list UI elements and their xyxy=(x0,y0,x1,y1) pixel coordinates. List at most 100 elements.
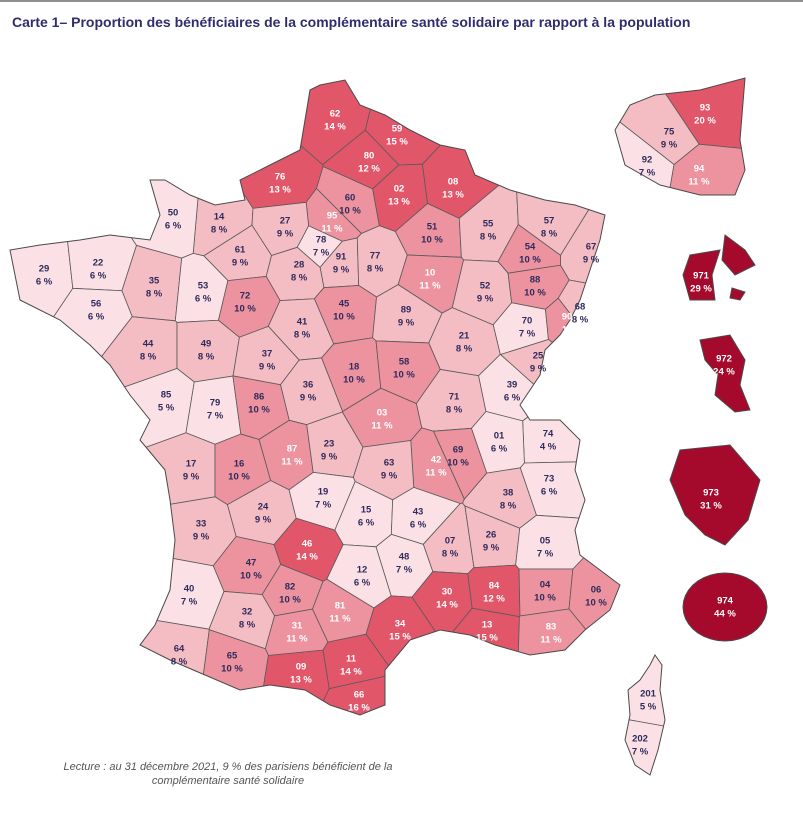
region-value-label: 24 % xyxy=(713,367,735,378)
region-value-label: 8 % xyxy=(198,352,215,363)
region-code: 974 xyxy=(717,596,734,607)
region-outline xyxy=(614,77,746,196)
region-value-label: 15 % xyxy=(389,632,411,643)
region-code: 86 xyxy=(254,392,265,403)
region-value-label: 7 % xyxy=(313,248,330,259)
region-value-label: 44 % xyxy=(714,609,736,620)
region-value-label: 8 % xyxy=(146,289,163,300)
region-code: 27 xyxy=(280,216,291,227)
region-value-label: 14 % xyxy=(296,552,318,563)
region-code: 50 xyxy=(168,208,179,219)
region-value-label: 10 % xyxy=(519,255,541,266)
region-code: 24 xyxy=(258,502,269,513)
region-code: 64 xyxy=(174,644,185,655)
region-code: 45 xyxy=(339,299,350,310)
region-value-label: 9 % xyxy=(259,362,276,373)
region-code: 67 xyxy=(586,242,597,253)
region-outline xyxy=(9,79,621,716)
region-code: 16 xyxy=(234,459,245,470)
region-value-label: 10 % xyxy=(279,595,301,606)
region-value-label: 8 % xyxy=(572,315,589,326)
region-value-label: 9 % xyxy=(321,452,338,463)
region-value-label: 16 % xyxy=(348,703,370,714)
region-value-label: 7 % xyxy=(315,500,332,511)
region-value-label: 8 % xyxy=(291,273,308,284)
region-code: 43 xyxy=(413,507,424,518)
region-value-label: 7 % xyxy=(632,747,649,758)
region xyxy=(522,390,620,464)
region-code: 55 xyxy=(483,219,494,230)
region xyxy=(10,287,133,458)
region-code: 14 xyxy=(214,212,225,223)
region-value-label: 31 % xyxy=(700,501,722,512)
region-value-label: 11 % xyxy=(688,177,710,188)
region-value-label: 9 % xyxy=(483,543,500,554)
region-value-label: 14 % xyxy=(340,667,362,678)
region-value-label: 6 % xyxy=(358,518,375,529)
region-code: 63 xyxy=(384,458,395,469)
region-value-label: 11 % xyxy=(286,634,308,645)
region-code: 972 xyxy=(716,354,732,365)
region-code: 54 xyxy=(525,242,536,253)
region-code: 12 xyxy=(357,565,368,576)
region-value-label: 8 % xyxy=(446,405,463,416)
region-code: 23 xyxy=(324,439,335,450)
region-code: 68 xyxy=(575,302,586,313)
region-value-label: 6 % xyxy=(541,487,558,498)
region-value-label: 9 % xyxy=(277,229,294,240)
region-code: 30 xyxy=(442,587,453,598)
region-code: 66 xyxy=(354,690,365,701)
region-value-label: 9 % xyxy=(333,265,350,276)
region-code: 33 xyxy=(196,519,207,530)
region-code: 04 xyxy=(540,580,551,591)
region-value-label: 11 % xyxy=(321,224,343,235)
region-code: 38 xyxy=(503,488,514,499)
region-code: 42 xyxy=(431,455,442,466)
region-outline xyxy=(624,654,666,776)
region-code: 87 xyxy=(287,444,298,455)
region-value-label: 8 % xyxy=(442,549,459,560)
region-code: 53 xyxy=(198,281,209,292)
region-code: 01 xyxy=(494,431,505,442)
region-value-label: 4 % xyxy=(540,442,557,453)
region-value-label: 13 % xyxy=(442,190,464,201)
region-code: 06 xyxy=(591,585,602,596)
region-value-label: 9 % xyxy=(477,294,494,305)
region xyxy=(168,80,324,209)
region-value-label: 9 % xyxy=(583,255,600,266)
region-value-label: 14 % xyxy=(436,600,458,611)
region-value-label: 15 % xyxy=(386,137,408,148)
region-code: 58 xyxy=(399,357,410,368)
region-value-label: 29 % xyxy=(690,284,712,295)
region-code: 08 xyxy=(448,177,459,188)
region-code: 05 xyxy=(540,536,551,547)
region-code: 46 xyxy=(302,539,313,550)
region-code: 49 xyxy=(201,339,212,350)
region-code: 57 xyxy=(544,216,555,227)
region-code: 94 xyxy=(694,164,705,175)
region-value-label: 7 % xyxy=(396,565,413,576)
region-code: 21 xyxy=(459,331,470,342)
region-code: 202 xyxy=(632,734,648,745)
region-code: 76 xyxy=(275,172,286,183)
region-code: 36 xyxy=(303,380,314,391)
region-code: 51 xyxy=(427,222,438,233)
region xyxy=(265,673,508,715)
region-code: 59 xyxy=(392,124,403,135)
region-value-label: 7 % xyxy=(519,329,536,340)
region-code: 41 xyxy=(297,317,308,328)
region-value-label: 13 % xyxy=(290,675,312,686)
region-value-label: 11 xyxy=(562,325,573,336)
region-code: 973 xyxy=(703,488,719,499)
region-code: 11 xyxy=(346,654,357,665)
region-code: 03 xyxy=(377,408,388,419)
region-code: 71 xyxy=(449,392,460,403)
region-value-label: 10 % xyxy=(524,288,546,299)
region xyxy=(545,297,620,395)
region-code: 79 xyxy=(210,398,221,409)
region-code: 15 xyxy=(361,505,372,516)
region-value-label: 7 % xyxy=(639,168,656,179)
region-value-label: 8 % xyxy=(140,352,157,363)
region-code: 70 xyxy=(522,316,533,327)
